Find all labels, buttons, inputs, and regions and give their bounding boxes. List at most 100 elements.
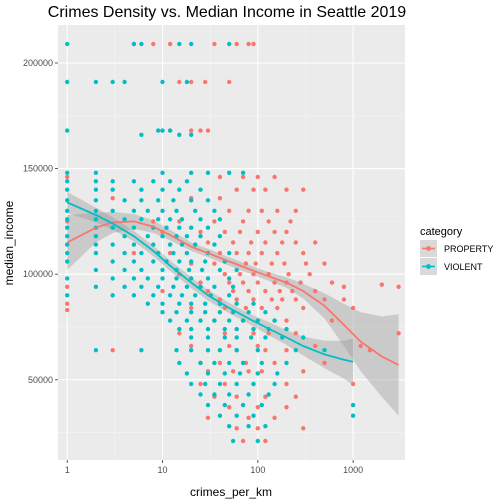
data-point-property bbox=[227, 280, 232, 285]
data-point-violent bbox=[177, 259, 182, 264]
data-point-violent bbox=[65, 128, 70, 133]
data-point-violent bbox=[234, 301, 239, 306]
data-point-property bbox=[272, 280, 277, 285]
data-point-violent bbox=[234, 326, 239, 332]
data-point-property bbox=[234, 297, 239, 302]
data-point-property bbox=[251, 331, 256, 336]
data-point-property bbox=[240, 280, 246, 285]
data-point-violent bbox=[167, 179, 173, 184]
data-point-violent bbox=[122, 79, 127, 85]
data-point-property bbox=[272, 360, 277, 366]
data-point-property bbox=[293, 297, 298, 302]
data-point-property bbox=[313, 288, 318, 294]
data-point-violent bbox=[93, 198, 99, 203]
data-point-property bbox=[272, 174, 277, 180]
data-point-violent bbox=[212, 208, 217, 213]
data-point-property bbox=[198, 280, 203, 285]
data-point-property bbox=[246, 415, 251, 420]
data-point-property bbox=[286, 272, 291, 277]
data-point-violent bbox=[293, 348, 298, 353]
legend-dot-property bbox=[426, 246, 431, 251]
data-point-violent bbox=[167, 217, 173, 222]
data-point-property bbox=[301, 250, 306, 256]
data-point-property bbox=[288, 219, 293, 224]
data-point-property bbox=[269, 261, 274, 266]
data-point-property bbox=[189, 79, 194, 85]
data-point-property bbox=[217, 250, 223, 256]
data-point-property bbox=[293, 240, 298, 245]
data-point-property bbox=[284, 187, 289, 192]
data-point-property bbox=[301, 369, 306, 374]
data-point-violent bbox=[251, 301, 256, 306]
data-point-violent bbox=[227, 250, 232, 256]
data-point-property bbox=[110, 348, 115, 353]
data-point-property bbox=[160, 288, 165, 294]
data-point-property bbox=[293, 331, 298, 336]
data-point-violent bbox=[93, 348, 99, 353]
data-point-violent bbox=[131, 225, 137, 230]
data-point-violent bbox=[251, 413, 256, 418]
data-point-violent bbox=[248, 335, 254, 340]
data-point-property bbox=[396, 331, 401, 336]
data-point-property bbox=[322, 297, 327, 302]
y-tick-label: 200000 bbox=[23, 58, 53, 68]
data-point-violent bbox=[145, 301, 150, 306]
data-point-violent bbox=[93, 179, 99, 184]
data-point-violent bbox=[227, 392, 232, 397]
data-point-violent bbox=[217, 310, 223, 315]
data-point-property bbox=[251, 41, 256, 47]
data-point-violent bbox=[171, 284, 176, 289]
data-point-violent bbox=[240, 318, 246, 323]
x-tick-label: 100 bbox=[250, 465, 265, 475]
data-point-violent bbox=[65, 242, 70, 247]
data-point-violent bbox=[65, 293, 70, 298]
data-point-violent bbox=[139, 348, 144, 353]
data-point-violent bbox=[184, 179, 190, 184]
data-point-violent bbox=[275, 371, 280, 376]
data-point-property bbox=[266, 219, 271, 224]
data-point-property bbox=[205, 288, 211, 294]
data-point-property bbox=[263, 438, 268, 444]
data-point-property bbox=[263, 240, 268, 245]
data-point-property bbox=[227, 79, 232, 85]
data-point-property bbox=[243, 261, 249, 266]
data-point-property bbox=[151, 219, 156, 224]
data-point-violent bbox=[222, 335, 227, 340]
data-point-violent bbox=[65, 41, 70, 47]
data-point-violent bbox=[189, 259, 194, 264]
data-point-property bbox=[212, 261, 217, 266]
data-point-property bbox=[259, 369, 264, 374]
data-point-violent bbox=[160, 208, 165, 213]
data-point-violent bbox=[184, 250, 190, 256]
data-point-violent bbox=[203, 310, 208, 315]
data-point-violent bbox=[160, 301, 165, 306]
data-point-property bbox=[284, 348, 289, 353]
data-point-violent bbox=[189, 170, 194, 175]
data-point-violent bbox=[174, 276, 179, 281]
data-point-violent bbox=[151, 242, 156, 247]
data-point-violent bbox=[350, 413, 356, 418]
y-tick-label: 100000 bbox=[23, 269, 53, 279]
data-point-violent bbox=[65, 259, 70, 264]
data-point-violent bbox=[230, 284, 236, 289]
data-point-property bbox=[293, 394, 298, 399]
data-point-violent bbox=[93, 284, 99, 289]
data-point-violent bbox=[184, 79, 190, 85]
legend: category PROPERTY VIOLENT bbox=[420, 226, 493, 275]
data-point-property bbox=[234, 41, 239, 47]
data-point-property bbox=[263, 348, 268, 353]
data-point-violent bbox=[230, 438, 236, 444]
data-point-property bbox=[177, 331, 182, 336]
data-point-property bbox=[322, 261, 327, 266]
data-point-violent bbox=[171, 198, 176, 203]
data-point-property bbox=[259, 305, 264, 311]
data-point-violent bbox=[151, 293, 156, 298]
data-point-violent bbox=[93, 79, 99, 85]
x-tick-label: 1000 bbox=[343, 465, 363, 475]
data-point-property bbox=[284, 229, 289, 235]
data-point-violent bbox=[167, 128, 173, 133]
data-point-violent bbox=[259, 360, 264, 366]
data-point-violent bbox=[177, 225, 182, 230]
legend-item-property: PROPERTY bbox=[420, 240, 493, 257]
data-point-violent bbox=[65, 234, 70, 239]
